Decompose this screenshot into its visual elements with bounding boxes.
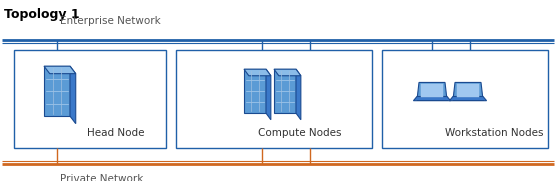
Polygon shape [70, 66, 76, 124]
Text: Topology 1: Topology 1 [4, 8, 80, 21]
Bar [244, 69, 266, 113]
Polygon shape [266, 69, 271, 120]
Text: Workstation Nodes: Workstation Nodes [445, 128, 544, 138]
Polygon shape [274, 69, 301, 76]
Polygon shape [244, 69, 271, 76]
Text: Head Node: Head Node [87, 128, 145, 138]
Polygon shape [414, 96, 450, 101]
Bar [421, 84, 443, 97]
Bar [44, 66, 70, 116]
Bar [382, 50, 548, 148]
Bar [14, 50, 166, 148]
Polygon shape [44, 66, 76, 74]
Bar [274, 69, 296, 113]
Bar [176, 50, 372, 148]
Text: Private Network: Private Network [60, 174, 143, 181]
Polygon shape [417, 82, 447, 100]
Text: Compute Nodes: Compute Nodes [259, 128, 342, 138]
Text: Enterprise Network: Enterprise Network [60, 16, 161, 26]
Polygon shape [453, 82, 483, 100]
Polygon shape [296, 69, 301, 120]
Polygon shape [449, 96, 486, 101]
Bar [457, 84, 479, 97]
